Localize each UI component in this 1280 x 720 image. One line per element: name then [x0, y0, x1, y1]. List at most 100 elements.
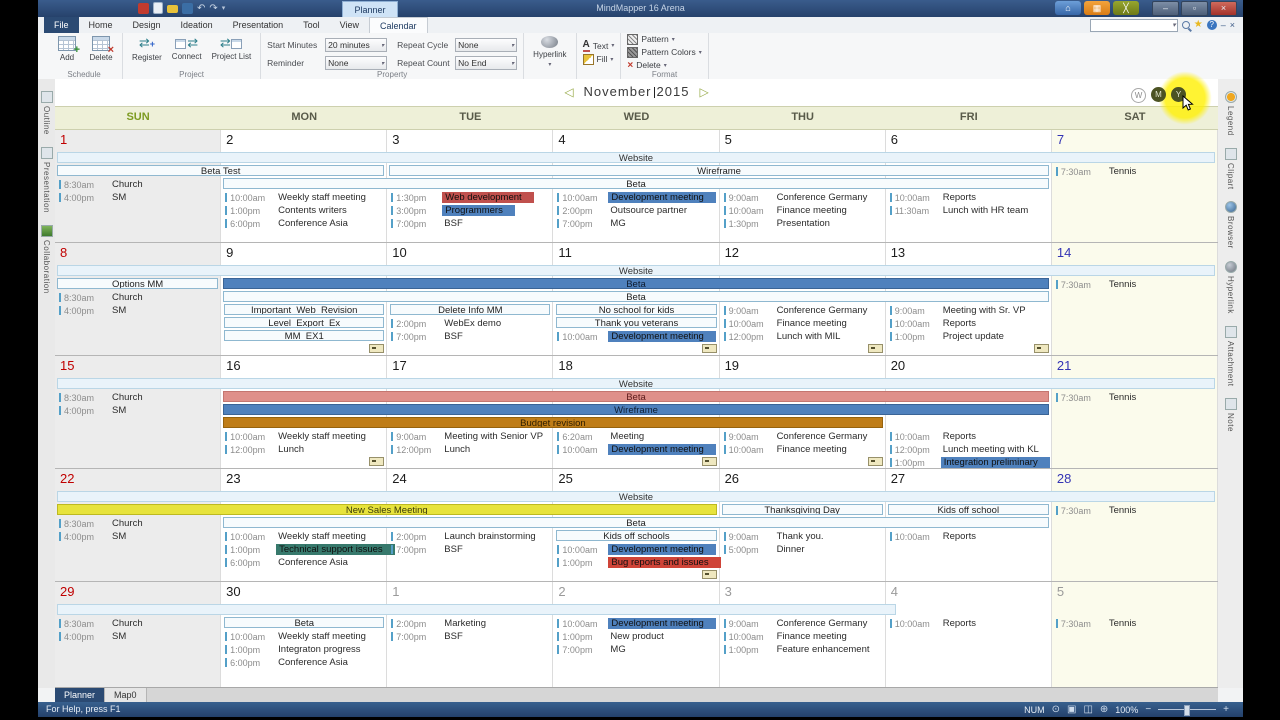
right-rail-tab-attachment[interactable]: Attachment [1218, 326, 1243, 386]
event-item[interactable]: 1:30pm Presentation [720, 217, 886, 230]
ribbon-tab-presentation[interactable]: Presentation [232, 20, 284, 30]
event-item[interactable]: 12:00pm Lunch [387, 443, 553, 456]
event-banner[interactable]: Beta [223, 517, 1049, 528]
delete-schedule-button[interactable]: Delete [86, 35, 116, 69]
event-item[interactable]: 1:00pm Integraton progress [221, 643, 387, 656]
event-item[interactable]: 10:00am Weekly staff meeting [221, 630, 387, 643]
fill-button[interactable]: Fill ▾ [582, 53, 615, 65]
more-events-indicator[interactable] [369, 344, 385, 353]
event-item[interactable]: 9:00am Conference Germany [720, 430, 886, 443]
event-item[interactable]: 10:00am Development meeting [553, 443, 719, 456]
more-events-indicator[interactable] [867, 457, 883, 466]
more-events-indicator[interactable] [1033, 344, 1049, 353]
left-rail-tab-outline[interactable]: Outline [38, 91, 55, 135]
right-rail-tab-legend[interactable]: Legend [1218, 91, 1243, 136]
event-item[interactable]: 10:00am Development meeting [553, 617, 719, 630]
ribbon-tab-file[interactable]: File [44, 17, 79, 33]
event-item[interactable]: 1:00pm Contents writers [221, 204, 387, 217]
event-item[interactable]: 5:00pm Dinner [720, 543, 886, 556]
event-item[interactable]: 11:30am Lunch with HR team [886, 204, 1052, 217]
event-item[interactable]: 8:30am Church [55, 517, 221, 530]
event-item[interactable]: 12:00pm Lunch [221, 443, 387, 456]
event-banner[interactable]: Beta [223, 178, 1049, 189]
project-list-button[interactable]: ⇄ Project List [209, 35, 255, 69]
event-banner[interactable]: Wireframe [223, 404, 1049, 415]
event-item[interactable]: 9:00am Thank you. [720, 530, 886, 543]
event-item[interactable]: 10:00am Finance meeting [720, 317, 886, 330]
event-banner[interactable]: New Sales Meeting [57, 504, 717, 515]
event-item[interactable]: 1:00pm Bug reports and issues [553, 556, 721, 569]
right-rail-tab-browser[interactable]: Browser [1218, 201, 1243, 249]
day-cell[interactable]: 2 [553, 582, 720, 694]
view-button-m[interactable]: M [1151, 87, 1166, 102]
view-button-y[interactable]: Y [1171, 87, 1186, 102]
event-banner[interactable]: Important_Web_Revision [224, 304, 385, 315]
event-item[interactable]: 6:20am Meeting [553, 430, 719, 443]
event-banner[interactable]: Beta [224, 617, 385, 628]
event-item[interactable]: 9:00am Meeting with Sr. VP [886, 304, 1052, 317]
new-document-icon[interactable] [153, 2, 163, 14]
search-icon[interactable] [1181, 21, 1190, 29]
event-banner[interactable]: Website [57, 265, 1215, 276]
prev-month-icon[interactable]: ◁ [564, 85, 574, 99]
calendar-app-icon[interactable]: ▦ [1084, 1, 1110, 15]
event-banner[interactable]: Website [57, 378, 1215, 389]
more-events-indicator[interactable] [369, 457, 385, 466]
day-cell[interactable]: 5 [1051, 582, 1218, 694]
event-item[interactable]: 9:00am Conference Germany [720, 617, 886, 630]
event-item[interactable]: 6:00pm Conference Asia [221, 217, 387, 230]
event-item[interactable]: 4:00pm SM [55, 404, 221, 417]
pattern-colors-button[interactable]: Pattern Colors ▾ [627, 46, 702, 58]
event-item[interactable]: 12:00pm Lunch with MIL [720, 330, 886, 343]
event-item[interactable]: 7:00pm BSF [387, 630, 553, 643]
event-item[interactable]: 10:00am Development meeting [553, 543, 719, 556]
event-item[interactable]: 10:00am Finance meeting [720, 443, 886, 456]
event-item[interactable]: 10:00am Weekly staff meeting [221, 430, 387, 443]
event-banner[interactable]: MM_EX1 [224, 330, 385, 341]
zoom-slider[interactable] [1158, 705, 1217, 716]
left-rail-tab-collaboration[interactable]: Collaboration [38, 224, 55, 293]
event-banner[interactable]: Beta Test [57, 165, 385, 176]
right-rail-tab-clipart[interactable]: Clipart [1218, 147, 1243, 189]
event-item[interactable]: 10:00am Reports [886, 317, 1052, 330]
event-item[interactable]: 2:00pm WebEx demo [387, 317, 553, 330]
event-item[interactable]: 9:00am Conference Germany [720, 191, 886, 204]
event-banner[interactable]: Beta [223, 278, 1049, 289]
home-icon[interactable]: ⌂ [1055, 1, 1081, 15]
event-item[interactable]: 10:00am Finance meeting [720, 204, 886, 217]
format-delete-button[interactable]: × Delete ▾ [627, 59, 667, 71]
next-month-icon[interactable]: ▷ [699, 85, 709, 99]
zoom-out-icon[interactable]: − [1145, 704, 1152, 715]
event-item[interactable]: 6:00pm Conference Asia [221, 556, 387, 569]
event-item[interactable]: 7:30am Tennis [1052, 504, 1218, 517]
event-banner[interactable]: Wireframe [389, 165, 1049, 176]
more-events-indicator[interactable] [867, 344, 883, 353]
event-item[interactable]: 7:30am Tennis [1052, 391, 1218, 404]
event-item[interactable]: 9:00am Meeting with Senior VP [387, 430, 553, 443]
toolbar-close-icon[interactable]: × [1229, 20, 1235, 30]
event-item[interactable]: 2:00pm Outsource partner [553, 204, 719, 217]
event-item[interactable]: 7:00pm BSF [387, 217, 553, 230]
event-item[interactable]: 1:00pm Feature enhancement [720, 643, 886, 656]
ribbon-tab-calendar[interactable]: Calendar [369, 17, 428, 33]
event-item[interactable]: 9:00am Conference Germany [720, 304, 886, 317]
connect-button[interactable]: ⇄ Connect [169, 35, 205, 69]
day-cell[interactable]: 3 [719, 582, 886, 694]
event-banner[interactable]: Budget revision [223, 417, 883, 428]
event-banner[interactable]: Thank you veterans [556, 317, 717, 328]
fit-page-icon[interactable]: ▣ [1066, 704, 1077, 715]
minimize-button[interactable]: – [1152, 1, 1179, 16]
event-item[interactable]: 2:00pm Marketing [387, 617, 553, 630]
arena-app-icon[interactable]: ╳ [1113, 1, 1139, 15]
repeat-count-select[interactable]: No End ▾ [455, 56, 518, 70]
event-item[interactable]: 7:30am Tennis [1052, 617, 1218, 630]
maximize-button[interactable]: ▫ [1181, 1, 1208, 16]
right-rail-tab-note[interactable]: Note [1218, 398, 1243, 432]
event-item[interactable]: 10:00am Weekly staff meeting [221, 191, 387, 204]
day-cell[interactable]: 21 [1051, 356, 1218, 468]
doc-tab-map0[interactable]: Map0 [105, 688, 147, 702]
event-banner[interactable]: Thanksgiving Day [721, 504, 883, 515]
day-cell[interactable]: 14 [1051, 243, 1218, 355]
event-banner[interactable]: Beta [223, 391, 1049, 402]
event-item[interactable]: 1:00pm Technical support issues [221, 543, 395, 556]
